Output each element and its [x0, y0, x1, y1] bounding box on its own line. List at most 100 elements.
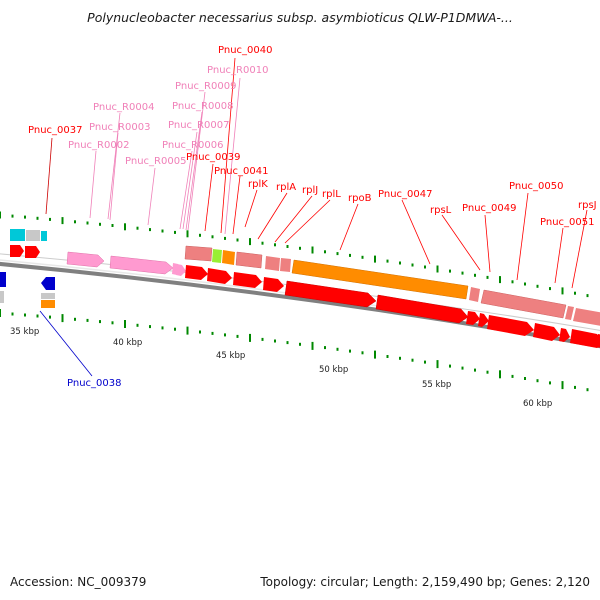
gene-label-pnuc-r0007[interactable]: Pnuc_R0007 — [168, 120, 229, 131]
gene-label-pnuc-0040[interactable]: Pnuc_0040 — [218, 45, 272, 56]
cds-arrow[interactable] — [233, 272, 262, 288]
rrna-gene[interactable] — [265, 256, 280, 271]
gray-gene[interactable] — [0, 291, 4, 303]
tick-mark — [86, 318, 89, 322]
tick-mark — [149, 228, 151, 232]
cds-arrow[interactable] — [487, 315, 534, 336]
tick-mark — [449, 364, 451, 368]
tick-mark — [436, 360, 439, 369]
tick-mark — [399, 261, 401, 265]
gene-label-pnuc-r0010[interactable]: Pnuc_R0010 — [207, 65, 268, 76]
gene-label-rpsj[interactable]: rpsJ — [578, 200, 597, 211]
ncrna-arrow[interactable] — [109, 255, 174, 275]
tick-mark — [49, 217, 51, 221]
tick-mark — [124, 223, 126, 231]
cds-arrow[interactable] — [10, 245, 24, 257]
gene-label-rpll[interactable]: rplL — [322, 189, 341, 200]
rrna-gene[interactable] — [280, 258, 291, 272]
blue-gene[interactable] — [41, 277, 55, 290]
green-gene[interactable] — [212, 249, 222, 263]
gene-label-rpsl[interactable]: rpsL — [430, 205, 452, 216]
tick-mark — [74, 220, 76, 224]
tick-mark — [361, 255, 364, 259]
cds-arrow[interactable] — [466, 311, 480, 325]
cds-arrow[interactable] — [533, 323, 560, 341]
rrna-gene[interactable] — [565, 306, 574, 320]
rrna-gene[interactable] — [184, 245, 213, 262]
gene-label-rplj[interactable]: rplJ — [302, 185, 318, 196]
tick-mark — [324, 250, 326, 254]
cds-arrow[interactable] — [185, 265, 208, 280]
rrna-gene[interactable] — [469, 287, 480, 302]
gene-label-rpob[interactable]: rpoB — [348, 193, 372, 204]
rpoB-gene[interactable] — [291, 259, 469, 300]
ncrna-arrow[interactable] — [66, 251, 105, 268]
tick-mark — [524, 377, 526, 380]
gene-label-pnuc-r0008[interactable]: Pnuc_R0008 — [172, 101, 233, 112]
rrna-gene[interactable] — [573, 308, 600, 327]
cds-arrow[interactable] — [596, 334, 600, 349]
gene-label-pnuc-0050[interactable]: Pnuc_0050 — [509, 181, 563, 192]
tick-mark — [411, 358, 414, 362]
gene-label-rpla[interactable]: rplA — [276, 182, 296, 193]
gene-label-pnuc-0051[interactable]: Pnuc_0051 — [540, 217, 594, 228]
tick-mark — [386, 259, 389, 263]
tick-mark — [374, 350, 376, 359]
tick-mark — [336, 252, 339, 256]
orange-gene[interactable] — [41, 300, 55, 308]
tick-mark — [161, 229, 164, 233]
tick-mark — [249, 238, 251, 246]
cyan-gene[interactable] — [10, 229, 25, 241]
cds-arrow[interactable] — [25, 246, 40, 258]
gene-label-pnuc-0038[interactable]: Pnuc_0038 — [67, 378, 121, 389]
gene-label-pnuc-r0005[interactable]: Pnuc_R0005 — [125, 156, 186, 167]
gene-label-pnuc-r0006[interactable]: Pnuc_R0006 — [162, 140, 223, 151]
cds-arrow[interactable] — [570, 329, 600, 348]
accession-text: Accession: NC_009379 — [10, 575, 146, 589]
tick-mark — [111, 321, 114, 325]
tick-mark — [261, 241, 264, 245]
gene-label-pnuc-0039[interactable]: Pnuc_0039 — [186, 152, 240, 163]
gene-label-pnuc-r0003[interactable]: Pnuc_R0003 — [89, 122, 150, 133]
gene-label-pnuc-0047[interactable]: Pnuc_0047 — [378, 189, 432, 200]
gene-label-pnuc-r0004[interactable]: Pnuc_R0004 — [93, 102, 154, 113]
inner-ticks — [0, 309, 589, 392]
rrna-gene[interactable] — [235, 251, 263, 269]
scale-label: 50 kbp — [319, 365, 348, 375]
leader-lines — [39, 57, 588, 377]
ncrna-arrow[interactable] — [176, 264, 186, 276]
gene-label-pnuc-0049[interactable]: Pnuc_0049 — [462, 203, 516, 214]
orange-gene-small[interactable] — [222, 250, 235, 265]
tick-mark — [549, 287, 551, 291]
gene-label-pnuc-r0002[interactable]: Pnuc_R0002 — [68, 140, 129, 151]
cds-arrow[interactable] — [478, 313, 489, 327]
blue-gene[interactable] — [0, 272, 6, 287]
tick-mark — [511, 374, 514, 378]
tick-mark — [511, 280, 514, 284]
cds-arrow[interactable] — [284, 280, 377, 308]
tick-mark — [349, 253, 351, 257]
tick-mark — [499, 276, 501, 284]
gene-label-rplk[interactable]: rplK — [248, 179, 268, 190]
gray-gene[interactable] — [26, 230, 40, 241]
gene-label-pnuc-r0009[interactable]: Pnuc_R0009 — [175, 81, 236, 92]
gene-label-pnuc-0037[interactable]: Pnuc_0037 — [28, 125, 82, 136]
gray-gene[interactable] — [41, 293, 55, 299]
cds-arrow[interactable] — [263, 277, 284, 292]
tick-mark — [136, 323, 139, 327]
gene-label-pnuc-0041[interactable]: Pnuc_0041 — [214, 166, 268, 177]
tick-mark — [449, 269, 451, 273]
tick-mark — [199, 233, 201, 237]
topology-summary: Topology: circular; Length: 2,159,490 bp… — [259, 575, 590, 589]
cds-arrow[interactable] — [375, 294, 469, 324]
cyan-gene-small[interactable] — [41, 231, 47, 241]
cds-arrow[interactable] — [559, 328, 570, 342]
tick-mark — [311, 246, 314, 254]
tick-mark — [249, 333, 251, 342]
tick-mark — [399, 356, 401, 360]
tick-mark — [474, 273, 476, 277]
tick-mark — [299, 342, 301, 346]
cds-arrow[interactable] — [207, 268, 232, 284]
rrna-gene[interactable] — [480, 289, 567, 319]
tick-mark — [336, 347, 339, 351]
